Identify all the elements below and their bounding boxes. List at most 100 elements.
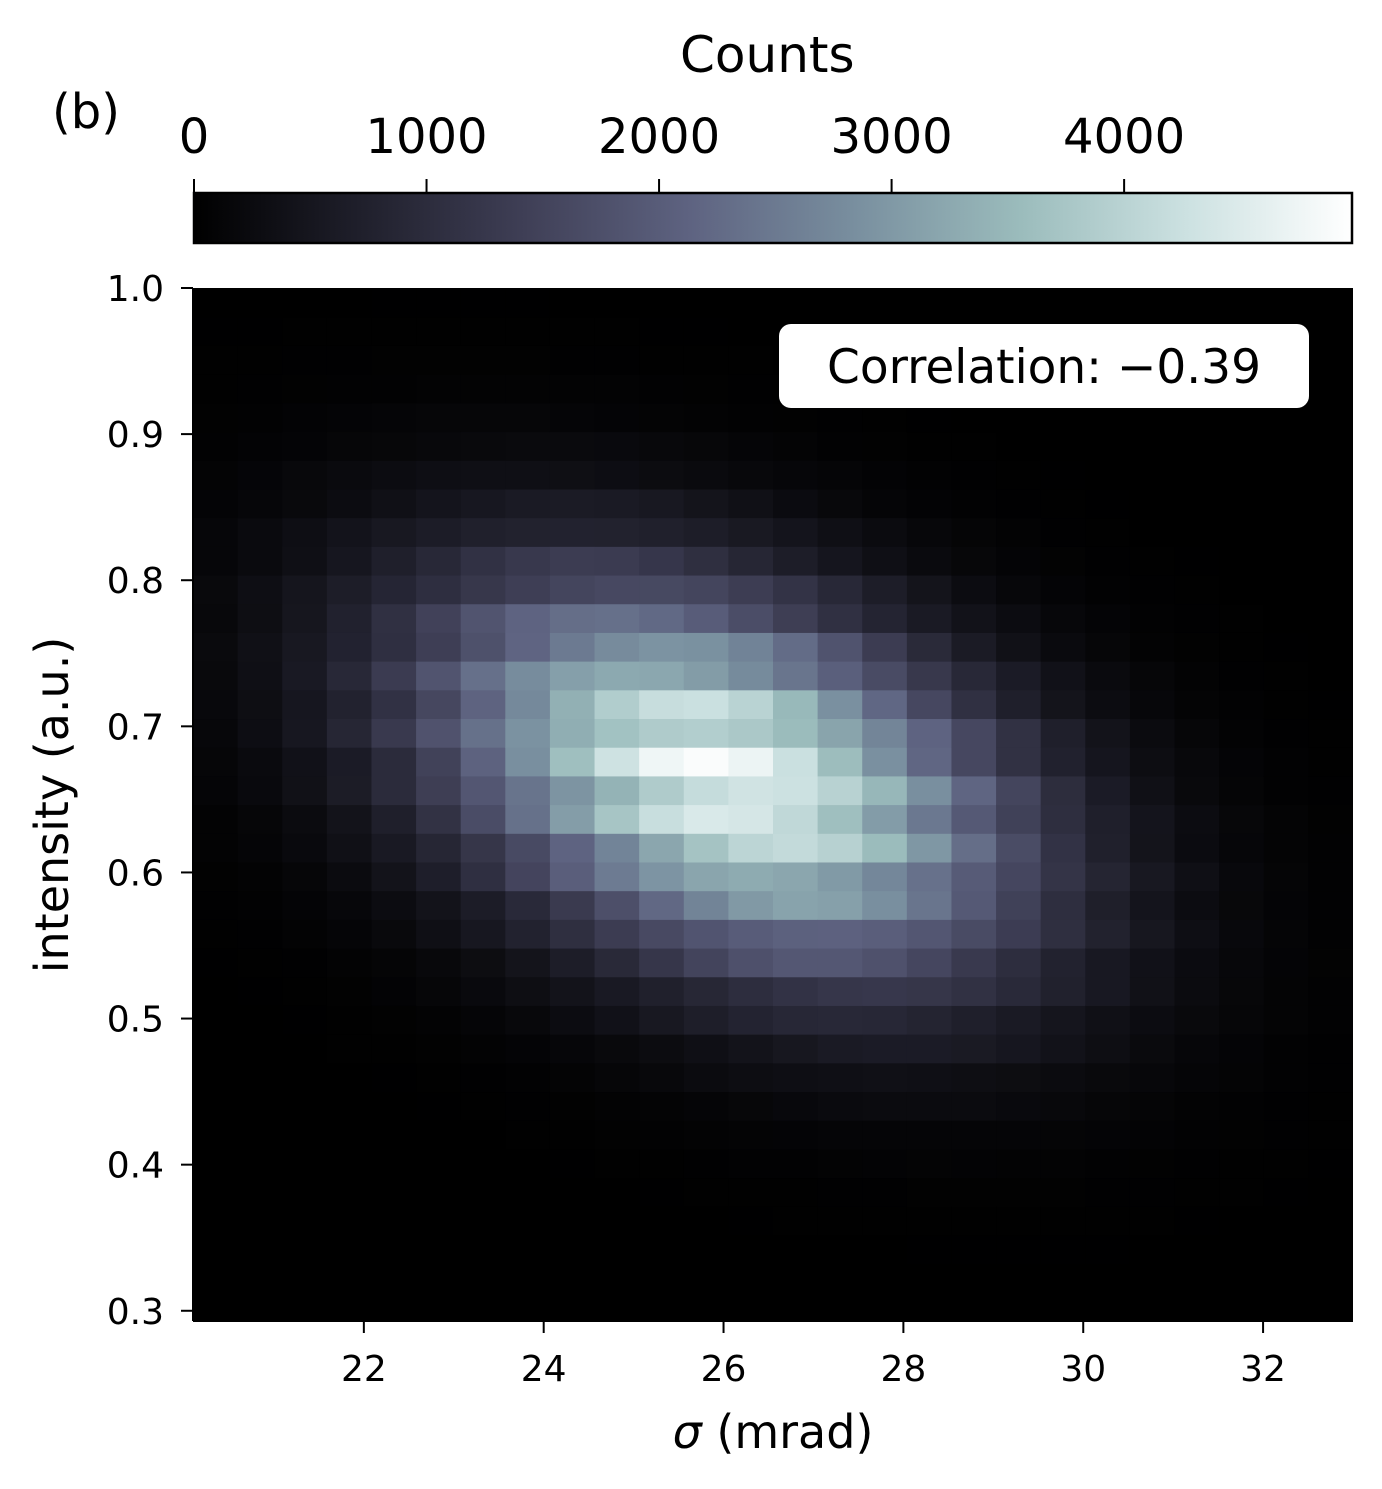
heatmap-cell — [1129, 861, 1176, 892]
heatmap-cell — [505, 1034, 551, 1064]
heatmap-cell — [773, 1062, 819, 1093]
heatmap-cell — [639, 804, 685, 834]
heatmap-cell — [683, 976, 729, 1006]
heatmap-cell — [1308, 1091, 1353, 1121]
heatmap-cell — [639, 1005, 685, 1035]
heatmap-cell — [996, 718, 1042, 748]
heatmap-cell — [460, 1234, 506, 1265]
heatmap-cell — [773, 1292, 819, 1321]
heatmap-cell — [1085, 1177, 1131, 1207]
heatmap-cell — [193, 402, 239, 433]
y-tick-label: 0.7 — [107, 707, 164, 748]
heatmap-cell — [237, 431, 283, 461]
heatmap-cell — [594, 1005, 640, 1035]
heatmap-cell — [1174, 546, 1220, 576]
heatmap-cell — [549, 1148, 596, 1179]
heatmap-cell — [460, 718, 506, 748]
heatmap-cell — [371, 374, 417, 404]
heatmap-cell — [906, 1177, 953, 1207]
heatmap-cell — [773, 718, 819, 748]
heatmap-cell — [862, 861, 908, 892]
heatmap-cell — [1174, 890, 1220, 920]
axes: 22 24 26 28 30 32 0.3 0.4 0.5 0.6 0.7 0.8 0.9 1.0 σ … — [25, 269, 1353, 1459]
heatmap-cell — [1219, 1292, 1265, 1321]
heatmap-cell — [326, 1206, 373, 1236]
x-tick-label: 28 — [880, 1349, 926, 1390]
heatmap-cell — [728, 1120, 774, 1150]
heatmap-cell — [817, 661, 863, 691]
heatmap-cell — [193, 517, 239, 547]
heatmap-cell — [549, 316, 596, 346]
heatmap-cell — [282, 1292, 328, 1321]
heatmap-cell — [1129, 488, 1176, 519]
heatmap-cell — [1174, 976, 1220, 1006]
heatmap-cell — [549, 374, 596, 404]
heatmap-cell — [996, 603, 1042, 633]
heatmap-cell — [773, 861, 819, 892]
heatmap-cell — [1308, 288, 1353, 318]
heatmap-cell — [773, 1091, 819, 1121]
heatmap-cell — [193, 1263, 239, 1293]
heatmap-cell — [505, 947, 551, 978]
heatmap-cell — [951, 1005, 997, 1035]
heatmap-cell — [1219, 488, 1265, 519]
heatmap-cell — [505, 661, 551, 691]
heatmap-cell — [817, 1062, 863, 1093]
heatmap-cell — [683, 1177, 729, 1207]
heatmap-plot — [193, 288, 1353, 1321]
heatmap-cell — [1263, 747, 1309, 777]
heatmap-cell — [773, 488, 819, 519]
heatmap-cell — [237, 574, 283, 605]
colorbar-tick-label: 3000 — [831, 109, 953, 165]
heatmap-cell — [1129, 603, 1176, 633]
heatmap-cell — [193, 689, 239, 720]
heatmap-cell — [1308, 890, 1353, 920]
heatmap-cell — [639, 775, 685, 806]
heatmap-cell — [193, 288, 239, 318]
heatmap-cell — [1174, 1292, 1220, 1321]
heatmap-cell — [639, 919, 685, 949]
heatmap-cell — [728, 1062, 774, 1093]
heatmap-cell — [728, 747, 774, 777]
colorbar-tick-label: 1000 — [365, 109, 487, 165]
heatmap-cell — [326, 833, 373, 863]
heatmap-cell — [1263, 431, 1309, 461]
heatmap-cell — [594, 1206, 640, 1236]
x-tick-label: 30 — [1060, 1349, 1106, 1390]
heatmap-cell — [817, 632, 863, 662]
heatmap-cell — [1040, 976, 1086, 1006]
heatmap-cell — [371, 1263, 417, 1293]
heatmap-cell — [1308, 374, 1353, 404]
heatmap-cell — [1263, 661, 1309, 691]
heatmap-cell — [1040, 1091, 1086, 1121]
heatmap-cell — [639, 976, 685, 1006]
heatmap-cell — [996, 747, 1042, 777]
heatmap-cell — [193, 890, 239, 920]
heatmap-cell — [594, 517, 640, 547]
heatmap-cell — [1085, 689, 1131, 720]
heatmap-cell — [1219, 1148, 1265, 1179]
heatmap-cell — [951, 976, 997, 1006]
heatmap-cell — [1129, 947, 1176, 978]
heatmap-cell — [639, 1120, 685, 1150]
heatmap-cell — [326, 775, 373, 806]
heatmap-cell — [326, 689, 373, 720]
heatmap-cell — [416, 603, 462, 633]
heatmap-cell — [906, 1034, 953, 1064]
heatmap-cell — [1174, 919, 1220, 949]
heatmap-cell — [505, 747, 551, 777]
heatmap-cell — [193, 747, 239, 777]
heatmap-cell — [683, 1148, 729, 1179]
heatmap-cell — [326, 374, 373, 404]
heatmap-cell — [282, 947, 328, 978]
heatmap-cell — [505, 1292, 551, 1321]
heatmap-cell — [862, 1148, 908, 1179]
heatmap-cell — [549, 1005, 596, 1035]
heatmap-cell — [505, 1177, 551, 1207]
heatmap-cell — [996, 1234, 1042, 1265]
heatmap-cell — [549, 288, 596, 318]
heatmap-cell — [1040, 431, 1086, 461]
heatmap-cell — [460, 919, 506, 949]
heatmap-cell — [1219, 861, 1265, 892]
heatmap-cell — [639, 316, 685, 346]
